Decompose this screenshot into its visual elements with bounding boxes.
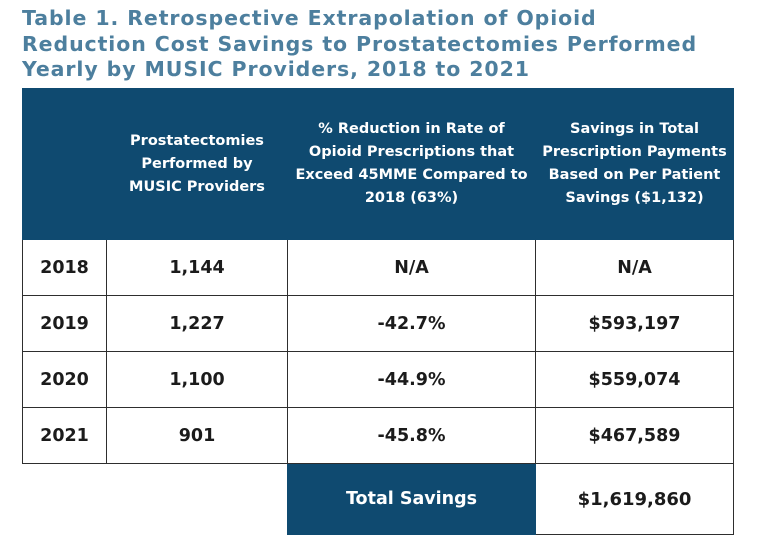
header-year [22,88,107,240]
cell-savings: N/A [535,239,734,296]
cell-year: 2018 [22,239,107,296]
cell-savings: $467,589 [535,407,734,464]
table-title-line-1: Table 1. Retrospective Extrapolation of … [22,6,597,30]
cell-prostatectomies: 901 [106,407,288,464]
header-savings: Savings in Total Prescription Payments B… [535,88,734,240]
cell-savings: $559,074 [535,351,734,408]
table-row: 2021 901 -45.8% $467,589 [22,407,734,464]
header-reduction: % Reduction in Rate of Opioid Prescripti… [287,88,536,240]
total-savings-label: Total Savings [287,463,536,535]
total-row: Total Savings $1,619,860 [22,463,734,535]
cell-prostatectomies: 1,100 [106,351,288,408]
savings-table: Prostatectomies Performed by MUSIC Provi… [22,88,734,535]
header-prostatectomies: Prostatectomies Performed by MUSIC Provi… [106,88,288,240]
header-reduction-label: % Reduction in Rate of Opioid Prescripti… [295,121,528,206]
cell-reduction: -44.9% [287,351,536,408]
total-spacer [22,463,107,535]
cell-reduction: -45.8% [287,407,536,464]
total-savings-value: $1,619,860 [535,463,734,535]
cell-reduction: N/A [287,239,536,296]
table-title: Table 1. Retrospective Extrapolation of … [22,6,742,83]
table-row: 2018 1,144 N/A N/A [22,239,734,296]
header-savings-label: Savings in Total Prescription Payments B… [542,121,727,206]
cell-year: 2020 [22,351,107,408]
table-title-line-2: Reduction Cost Savings to Prostatectomie… [22,31,698,56]
cell-prostatectomies: 1,144 [106,239,288,296]
cell-reduction: -42.7% [287,295,536,352]
cell-year: 2021 [22,407,107,464]
table-row: 2020 1,100 -44.9% $559,074 [22,351,734,408]
table-header-row: Prostatectomies Performed by MUSIC Provi… [22,88,734,240]
cell-savings: $593,197 [535,295,734,352]
cell-year: 2019 [22,295,107,352]
table-row: 2019 1,227 -42.7% $593,197 [22,295,734,352]
total-spacer [106,463,288,535]
cell-prostatectomies: 1,227 [106,295,288,352]
header-prostatectomies-label: Prostatectomies Performed by MUSIC Provi… [129,132,265,195]
table-title-line-3: Yearly by MUSIC Providers, 2018 to 2021 [22,57,530,81]
